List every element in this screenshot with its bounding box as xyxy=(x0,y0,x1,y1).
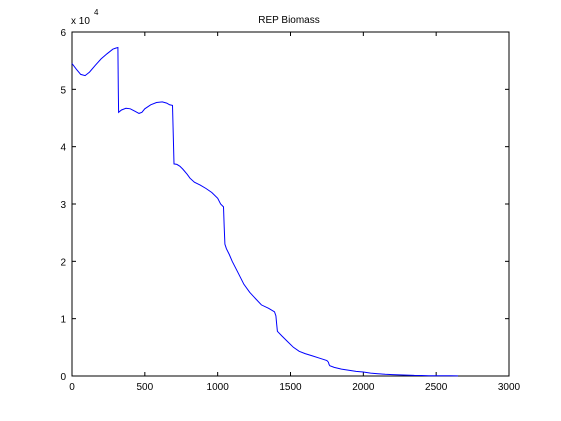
chart-title: REP Biomass xyxy=(258,15,320,26)
x-tick-label: 2500 xyxy=(425,382,448,393)
y-tick-label: 0 xyxy=(60,372,66,383)
y-axis-multiplier: x 10 4 xyxy=(71,8,99,27)
y-tick-label: 1 xyxy=(60,315,66,326)
y-multiplier-exponent: 4 xyxy=(94,8,99,17)
plot-area: 0 500 1000 1500 2000 2500 3000 0 1 2 3 4 5 6 xyxy=(60,28,520,393)
x-tick-label: 1000 xyxy=(207,382,230,393)
y-tick-label: 3 xyxy=(60,200,66,211)
x-tick-label: 0 xyxy=(69,382,75,393)
biomass-series-line xyxy=(71,46,459,377)
y-tick-label: 5 xyxy=(60,85,66,96)
y-tick-label: 4 xyxy=(60,143,66,154)
y-tick-label: 6 xyxy=(60,28,66,39)
y-multiplier-base: x 10 xyxy=(71,16,90,27)
x-tick-label: 2000 xyxy=(352,382,375,393)
y-tick-label: 2 xyxy=(60,257,66,268)
x-tick-label: 500 xyxy=(136,382,153,393)
x-tick-label: 1500 xyxy=(279,382,302,393)
x-tick-label: 3000 xyxy=(498,382,521,393)
